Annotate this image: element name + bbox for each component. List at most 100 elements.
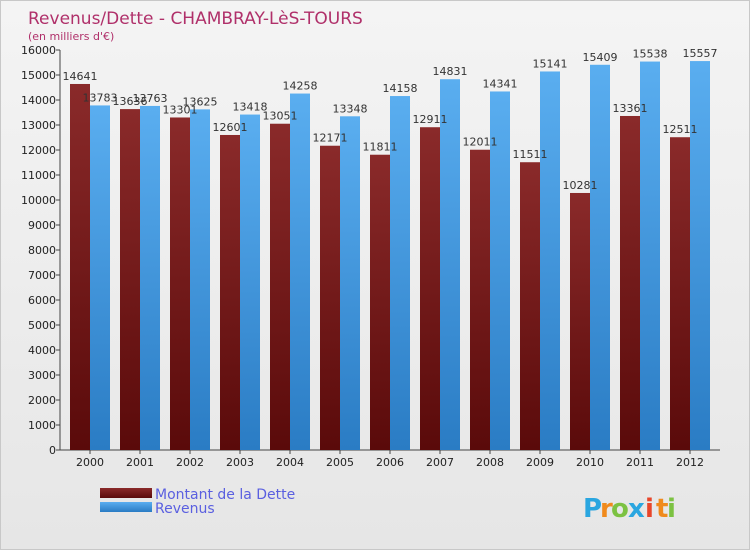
bar-revenus — [240, 114, 260, 451]
bar-revenus — [640, 61, 660, 451]
logo-letter: x — [628, 494, 645, 524]
data-label: 15141 — [533, 57, 568, 70]
x-tick-label: 2010 — [576, 456, 604, 469]
data-label: 12011 — [463, 136, 498, 149]
bar-revenus — [490, 91, 510, 450]
chart-subtitle: (en milliers d'€) — [28, 30, 114, 43]
logo-letter: t — [656, 494, 668, 524]
bar-revenus — [390, 96, 410, 451]
y-tick-label: 1000 — [28, 419, 56, 432]
bar-dette — [470, 149, 490, 450]
data-label: 12171 — [313, 132, 348, 145]
bar-revenus — [690, 61, 710, 450]
legend-label-dette: Montant de la Dette — [155, 487, 295, 503]
data-label: 12601 — [213, 121, 248, 134]
data-label: 13348 — [333, 102, 368, 115]
x-tick-label: 2011 — [626, 456, 654, 469]
data-label: 13418 — [233, 101, 268, 114]
x-tick-label: 2007 — [426, 456, 454, 469]
y-tick-label: 7000 — [28, 269, 56, 282]
bar-revenus — [590, 64, 610, 451]
data-label: 13625 — [183, 95, 218, 108]
logo-letter: o — [611, 494, 629, 524]
legend-swatch-revenus — [100, 502, 152, 512]
y-tick-label: 10000 — [21, 194, 56, 207]
logo-letter: i — [667, 494, 676, 524]
y-tick-label: 5000 — [28, 319, 56, 332]
data-label: 14258 — [283, 80, 318, 93]
bar-revenus — [540, 71, 560, 450]
data-label: 13361 — [613, 102, 648, 115]
y-tick-label: 6000 — [28, 294, 56, 307]
data-label: 14158 — [383, 82, 418, 95]
data-label: 13783 — [83, 91, 118, 104]
bar-dette — [120, 109, 140, 450]
bar-dette — [320, 145, 340, 450]
bar-dette — [670, 137, 690, 450]
data-label: 13763 — [133, 92, 168, 105]
bar-revenus — [290, 93, 310, 451]
data-label: 13301 — [163, 103, 198, 116]
chart-title: Revenus/Dette - CHAMBRAY-LèS-TOURS — [28, 9, 363, 29]
axes: 0 1000 2000 3000 4000 5000 6000 7000 8000 9000 100… — [21, 44, 720, 469]
y-tick-label: 8000 — [28, 244, 56, 257]
data-label: 10281 — [563, 179, 598, 192]
logo-letter: P — [583, 494, 602, 524]
proxiti-logo: Pro x i ti — [583, 494, 676, 524]
y-tick-label: 3000 — [28, 369, 56, 382]
bar-dette — [220, 134, 240, 450]
legend-label-revenus: Revenus — [155, 501, 215, 517]
data-label: 15557 — [683, 47, 718, 60]
x-tick-label: 2006 — [376, 456, 404, 469]
bar-dette — [170, 117, 190, 450]
data-label: 12911 — [413, 113, 448, 126]
bar-dette — [520, 162, 540, 450]
y-tick-label: 15000 — [21, 69, 56, 82]
bar-revenus — [190, 109, 210, 450]
bar-revenus — [90, 105, 110, 451]
bar-revenus — [440, 79, 460, 450]
bar-dette — [270, 123, 290, 450]
y-tick-label: 0 — [49, 444, 56, 457]
legend-swatch-dette — [100, 488, 152, 498]
y-tick-label: 12000 — [21, 144, 56, 157]
y-tick-label: 4000 — [28, 344, 56, 357]
data-label: 15409 — [583, 51, 618, 64]
logo-letter: r — [600, 494, 613, 524]
data-label: 11511 — [513, 148, 548, 161]
y-tick-label: 9000 — [28, 219, 56, 232]
logo-letter: i — [645, 494, 654, 524]
y-tick-label: 16000 — [21, 44, 56, 57]
data-label: 13636 — [113, 95, 148, 108]
x-tick-label: 2009 — [526, 456, 554, 469]
data-label: 14341 — [483, 77, 518, 90]
x-tick-label: 2003 — [226, 456, 254, 469]
bar-dette — [620, 115, 640, 450]
bar-dette — [70, 83, 90, 450]
x-tick-label: 2008 — [476, 456, 504, 469]
bar-revenus — [340, 116, 360, 451]
bar-revenus — [140, 105, 160, 451]
data-label: 11811 — [363, 141, 398, 154]
bar-dette — [570, 192, 590, 450]
bar-dette — [370, 154, 390, 450]
y-tick-label: 13000 — [21, 119, 56, 132]
x-tick-label: 2012 — [676, 456, 704, 469]
y-tick-label: 14000 — [21, 94, 56, 107]
x-tick-label: 2001 — [126, 456, 154, 469]
data-label: 14641 — [63, 70, 98, 83]
data-label: 12511 — [663, 123, 698, 136]
data-label: 13051 — [263, 110, 298, 123]
x-tick-label: 2004 — [276, 456, 304, 469]
y-tick-label: 11000 — [21, 169, 56, 182]
x-tick-label: 2005 — [326, 456, 354, 469]
y-tick-label: 2000 — [28, 394, 56, 407]
data-label: 15538 — [633, 48, 668, 61]
x-tick-label: 2002 — [176, 456, 204, 469]
legend: Montant de la Dette Revenus — [100, 487, 295, 517]
bar-dette — [420, 127, 440, 450]
data-label: 14831 — [433, 65, 468, 78]
x-tick-label: 2000 — [76, 456, 104, 469]
